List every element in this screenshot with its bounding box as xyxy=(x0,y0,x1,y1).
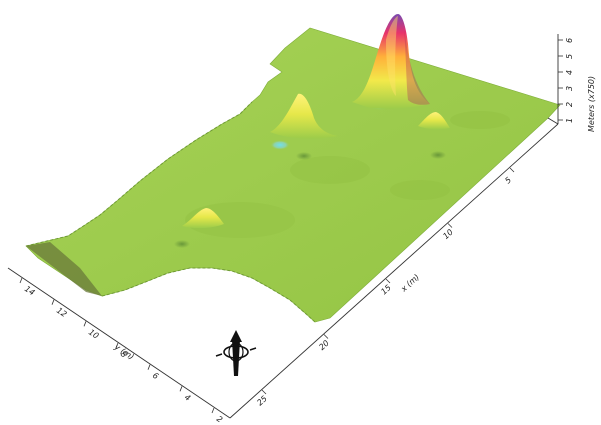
texture-blob xyxy=(390,180,450,200)
x-tick xyxy=(385,278,391,284)
terrain-surface xyxy=(25,27,561,323)
depression-mark xyxy=(174,240,190,248)
z-axis-label: Meters (x750) xyxy=(587,76,596,132)
z-tick-label: 5 xyxy=(565,54,574,59)
z-tick-label: 3 xyxy=(565,86,574,91)
x-tick-label: 25 xyxy=(255,394,269,408)
peaks xyxy=(182,14,450,229)
north-arrow-icon xyxy=(215,330,257,376)
peak-bump xyxy=(418,112,450,130)
peak-main xyxy=(352,14,430,109)
y-tick xyxy=(115,342,119,349)
x-axis-line xyxy=(229,123,559,419)
peak-main-shadow xyxy=(404,30,430,105)
surface-corner-shade xyxy=(26,242,102,296)
z-ticks: 1 2 3 4 5 6 xyxy=(558,38,574,123)
y-tick xyxy=(147,364,151,370)
surface-edge-left xyxy=(25,101,253,247)
y-tick xyxy=(19,277,23,284)
y-tick-label: 2 xyxy=(215,414,224,424)
z-tick-label: 1 xyxy=(565,118,574,123)
z-tick-label: 2 xyxy=(565,102,574,107)
x-tick-label: 10 xyxy=(441,227,455,241)
peak-main-highlight xyxy=(386,16,398,96)
x-axis-label: x (m) xyxy=(399,273,422,295)
y-tick-label: 8 xyxy=(119,349,128,359)
z-tick-label: 4 xyxy=(565,70,574,75)
peak-secondary xyxy=(270,93,338,139)
x-tick-label: 5 xyxy=(503,175,513,185)
peak-small xyxy=(182,208,224,229)
x-tick-label: 15 xyxy=(379,283,393,297)
depression-mark xyxy=(296,152,312,160)
texture-blob xyxy=(450,111,510,129)
y-axis-line xyxy=(7,267,231,419)
x-tick xyxy=(509,167,515,173)
x-tick xyxy=(323,334,329,339)
depression-mark xyxy=(430,151,446,159)
y-tick xyxy=(51,299,55,305)
y-tick-label: 4 xyxy=(183,393,192,403)
z-tick-label: 6 xyxy=(565,38,574,43)
x-tick-label: 20 xyxy=(317,338,331,352)
y-tick-label: 6 xyxy=(151,371,160,381)
y-tick xyxy=(83,321,87,327)
z-axis-base xyxy=(547,117,559,125)
texture-blob xyxy=(290,156,370,184)
depression-mark xyxy=(270,140,290,150)
y-tick xyxy=(179,386,183,392)
y-axis-label: y (m) xyxy=(112,342,136,362)
x-tick xyxy=(261,389,267,395)
y-tick xyxy=(211,407,215,414)
x-tick xyxy=(447,223,453,228)
